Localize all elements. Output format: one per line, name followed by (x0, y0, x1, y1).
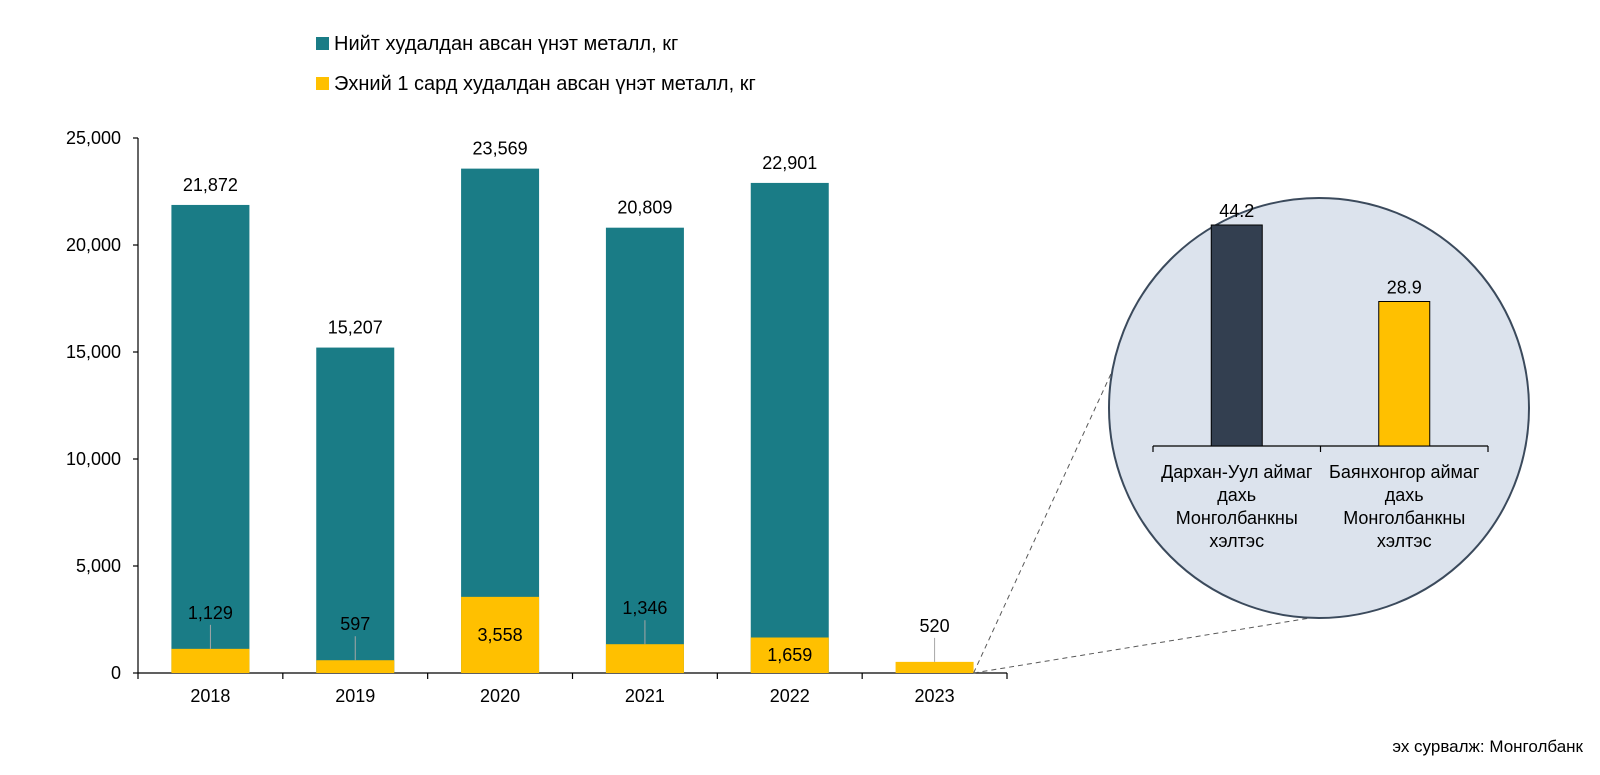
y-tick-label: 5,000 (76, 556, 121, 576)
connector-line-top (973, 364, 1116, 674)
x-tick-label: 2019 (335, 686, 375, 706)
inset-chart: 44.2 Дархан-Уул аймаг дахь Монголбанкны хэлт… (1108, 197, 1530, 619)
bar-total-2021 (605, 227, 684, 674)
bar-first-month-2022 (750, 637, 829, 673)
x-tick-label: 2021 (625, 686, 665, 706)
inset-category-label-line: Баянхонгор аймаг (1329, 462, 1480, 482)
bar-total-2020 (461, 168, 540, 673)
inset-category-label-line: дахь (1217, 485, 1256, 505)
legend-swatch-2 (316, 77, 329, 90)
y-tick-label: 0 (111, 663, 121, 683)
bar-first-month-2023 (895, 661, 974, 673)
data-label-first-month-2020: 3,558 (478, 625, 523, 645)
data-label-first-month-2021: 1,346 (622, 598, 667, 618)
bars: 21,872 1,129 15,207 597 23,569 3,558 20,809 1,3… (171, 139, 974, 674)
y-axis: 0 5,000 10,000 15,000 20,000 25,000 (66, 128, 139, 683)
bar-first-month-2021 (605, 644, 684, 673)
bar-total-2022 (750, 182, 829, 674)
inset-circle (1108, 197, 1530, 619)
data-label-first-month-2019: 597 (340, 614, 370, 634)
legend-swatch-1 (316, 37, 329, 50)
data-label-total-2021: 20,809 (617, 198, 672, 218)
data-label-total-2019: 15,207 (328, 318, 383, 338)
y-tick-label: 10,000 (66, 449, 121, 469)
inset-category-label-line: Монголбанкны (1176, 508, 1298, 528)
bar-total-2019 (316, 347, 395, 673)
legend-label-2: Эхний 1 сард худалдан авсан үнэт металл,… (334, 73, 756, 95)
y-tick-label: 20,000 (66, 235, 121, 255)
bar-first-month-2020 (461, 596, 540, 673)
legend: Нийт худалдан авсан үнэт металл, кг Эхний… (316, 33, 756, 95)
data-label-total-2022: 22,901 (762, 153, 817, 173)
x-tick-label: 2018 (190, 686, 230, 706)
x-axis: 2018 2019 2020 2021 2022 2023 (137, 672, 1008, 706)
data-label-first-month-2018: 1,129 (188, 603, 233, 623)
zoom-connector (973, 364, 1311, 674)
bar-first-month-2019 (316, 660, 395, 673)
data-label-first-month-2022: 1,659 (767, 645, 812, 665)
inset-data-label-1: 44.2 (1219, 201, 1254, 221)
inset-category-label-line: хэлтэс (1377, 531, 1432, 551)
bar-first-month-2018 (171, 648, 250, 673)
inset-category-label-line: дахь (1385, 485, 1424, 505)
inset-category-label-line: Монголбанкны (1343, 508, 1465, 528)
inset-bar-2 (1378, 301, 1431, 447)
source-note: эх сурвалж: Монголбанк (1392, 737, 1583, 756)
x-tick-label: 2022 (770, 686, 810, 706)
x-tick-label: 2020 (480, 686, 520, 706)
inset-bar-1 (1210, 224, 1263, 447)
data-label-first-month-2023: 520 (920, 616, 950, 636)
data-label-total-2020: 23,569 (473, 139, 528, 159)
x-tick-label: 2023 (915, 686, 955, 706)
y-tick-label: 25,000 (66, 128, 121, 148)
bar-total-2018 (171, 204, 250, 673)
inset-data-label-2: 28.9 (1387, 278, 1422, 298)
inset-category-label-line: Дархан-Уул аймаг (1161, 462, 1313, 482)
inset-category-label-line: хэлтэс (1209, 531, 1264, 551)
legend-label-1: Нийт худалдан авсан үнэт металл, кг (334, 33, 678, 55)
connector-line-bottom (973, 617, 1311, 674)
data-label-total-2018: 21,872 (183, 175, 238, 195)
y-tick-label: 15,000 (66, 342, 121, 362)
